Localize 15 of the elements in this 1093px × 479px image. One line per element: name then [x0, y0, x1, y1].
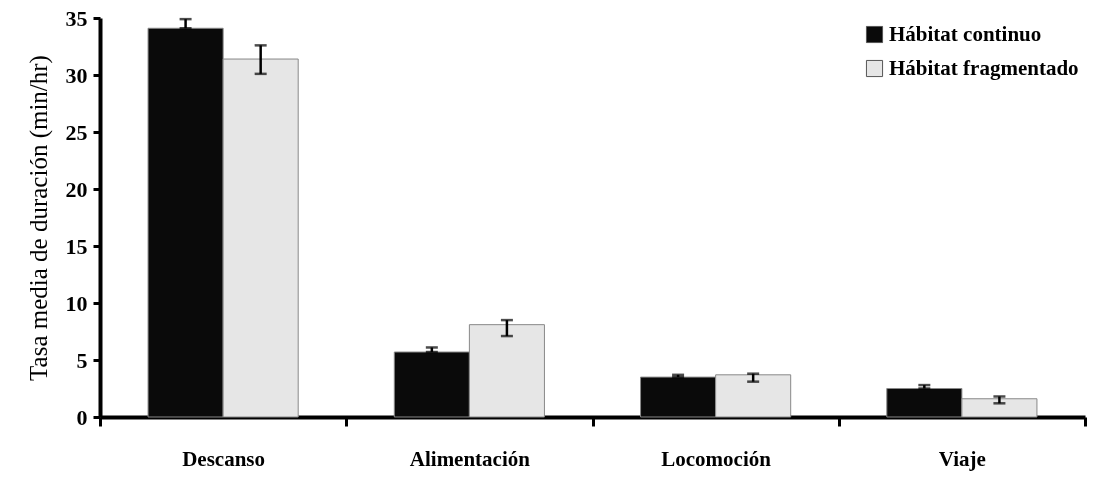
legend-label: Hábitat fragmentado: [889, 55, 1079, 80]
y-tick-label: 0: [76, 404, 88, 430]
y-tick-label: 10: [65, 290, 88, 316]
y-tick-label: 15: [65, 233, 88, 259]
y-tick-label: 25: [65, 119, 88, 145]
legend-label: Hábitat continuo: [889, 21, 1042, 46]
x-tick-label: Descanso: [182, 446, 266, 471]
y-tick-label: 20: [65, 176, 88, 202]
x-tick-label: Locomoción: [661, 446, 772, 471]
x-tick-label: Viaje: [938, 446, 986, 471]
x-tick-label: Alimentación: [409, 446, 531, 471]
y-axis-title: Tasa media de duración (min/hr): [24, 55, 53, 381]
y-tick-label: 5: [76, 347, 88, 373]
y-tick-label: 35: [65, 5, 88, 31]
y-tick-label: 30: [65, 62, 88, 88]
